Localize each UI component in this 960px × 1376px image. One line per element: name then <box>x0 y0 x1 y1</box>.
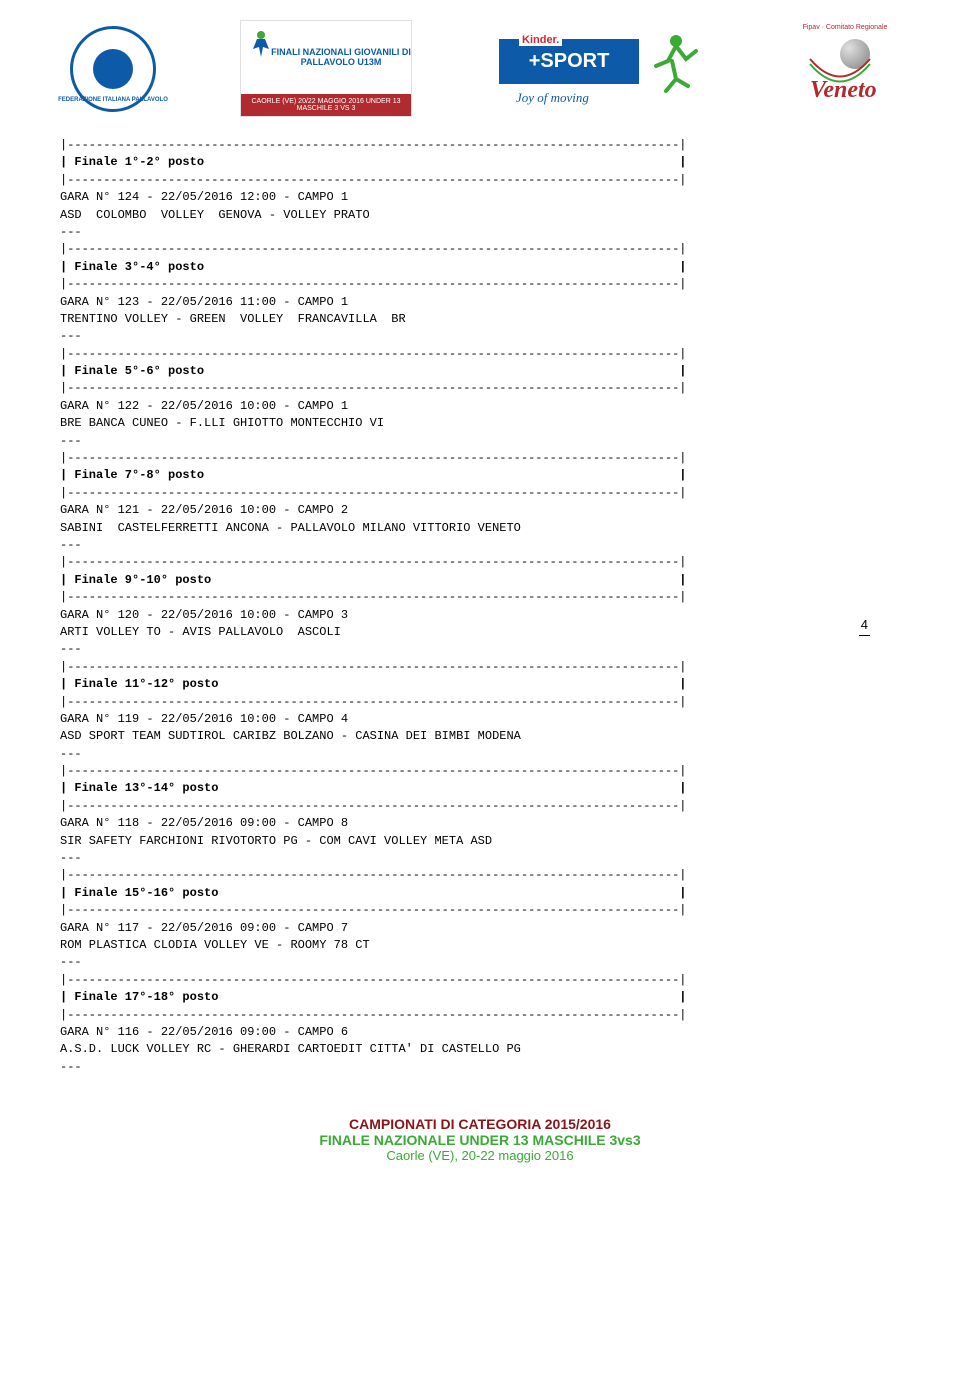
final-heading: | Finale 11°-12° posto | <box>60 676 900 693</box>
separator-line: |---------------------------------------… <box>60 172 900 189</box>
fipav-logo-text: FEDERAZIONE ITALIANA PALLAVOLO <box>58 97 168 103</box>
separator-line: |---------------------------------------… <box>60 867 900 884</box>
teams-line: TRENTINO VOLLEY - GREEN VOLLEY FRANCAVIL… <box>60 311 900 328</box>
veneto-logo-name: Veneto <box>810 77 877 104</box>
footer-location-date: Caorle (VE), 20-22 maggio 2016 <box>60 1148 900 1163</box>
final-heading: | Finale 17°-18° posto | <box>60 989 900 1006</box>
teams-line: ARTI VOLLEY TO - AVIS PALLAVOLO ASCOLI <box>60 624 900 641</box>
teams-line: A.S.D. LUCK VOLLEY RC - GHERARDI CARTOED… <box>60 1041 900 1058</box>
teams-line: ROM PLASTICA CLODIA VOLLEY VE - ROOMY 78… <box>60 937 900 954</box>
final-heading: | Finale 7°-8° posto | <box>60 467 900 484</box>
kinder-joy-text: Joy of moving <box>516 90 589 106</box>
final-heading: | Finale 5°-6° posto | <box>60 363 900 380</box>
separator-line: |---------------------------------------… <box>60 450 900 467</box>
fipav-logo-ball <box>93 49 133 89</box>
short-separator: --- <box>60 746 900 763</box>
footer-final-name: FINALE NAZIONALE UNDER 13 MASCHILE 3vs3 <box>60 1132 900 1148</box>
separator-line: |---------------------------------------… <box>60 902 900 919</box>
short-separator: --- <box>60 954 900 971</box>
separator-line: |---------------------------------------… <box>60 763 900 780</box>
veneto-logo-top-text: Fipav · Comitato Regionale <box>800 24 890 31</box>
separator-line: |---------------------------------------… <box>60 694 900 711</box>
short-separator: --- <box>60 850 900 867</box>
kinder-brand-text: Kinder. <box>519 34 562 46</box>
page-number: 4 <box>859 616 870 636</box>
teams-line: ASD SPORT TEAM SUDTIROL CARIBZ BOLZANO -… <box>60 728 900 745</box>
results-content: |---------------------------------------… <box>60 137 900 1076</box>
short-separator: --- <box>60 1059 900 1076</box>
match-info: GARA N° 117 - 22/05/2016 09:00 - CAMPO 7 <box>60 920 900 937</box>
match-info: GARA N° 122 - 22/05/2016 10:00 - CAMPO 1 <box>60 398 900 415</box>
match-info: GARA N° 121 - 22/05/2016 10:00 - CAMPO 2 <box>60 502 900 519</box>
final-heading: | Finale 9°-10° posto | <box>60 572 900 589</box>
separator-line: |---------------------------------------… <box>60 241 900 258</box>
teams-line: SABINI CASTELFERRETTI ANCONA - PALLAVOLO… <box>60 520 900 537</box>
final-heading: | Finale 13°-14° posto | <box>60 780 900 797</box>
separator-line: |---------------------------------------… <box>60 346 900 363</box>
player-icon <box>249 29 274 59</box>
separator-line: |---------------------------------------… <box>60 137 900 154</box>
match-info: GARA N° 120 - 22/05/2016 10:00 - CAMPO 3 <box>60 607 900 624</box>
teams-line: SIR SAFETY FARCHIONI RIVOTORTO PG - COM … <box>60 833 900 850</box>
match-info: GARA N° 119 - 22/05/2016 10:00 - CAMPO 4 <box>60 711 900 728</box>
match-info: GARA N° 123 - 22/05/2016 11:00 - CAMPO 1 <box>60 294 900 311</box>
separator-line: |---------------------------------------… <box>60 972 900 989</box>
separator-line: |---------------------------------------… <box>60 380 900 397</box>
short-separator: --- <box>60 537 900 554</box>
separator-line: |---------------------------------------… <box>60 659 900 676</box>
kinder-sport-logo: Kinder. +SPORT Joy of moving <box>496 26 716 111</box>
match-info: GARA N° 116 - 22/05/2016 09:00 - CAMPO 6 <box>60 1024 900 1041</box>
final-heading: | Finale 3°-4° posto | <box>60 259 900 276</box>
short-separator: --- <box>60 433 900 450</box>
page-footer: CAMPIONATI DI CATEGORIA 2015/2016 FINALE… <box>60 1116 900 1163</box>
teams-line: ASD COLOMBO VOLLEY GENOVA - VOLLEY PRATO <box>60 207 900 224</box>
separator-line: |---------------------------------------… <box>60 485 900 502</box>
short-separator: --- <box>60 328 900 345</box>
footer-championship: CAMPIONATI DI CATEGORIA 2015/2016 <box>60 1116 900 1132</box>
match-info: GARA N° 124 - 22/05/2016 12:00 - CAMPO 1 <box>60 189 900 206</box>
separator-line: |---------------------------------------… <box>60 589 900 606</box>
kinder-sport-text: +SPORT <box>529 50 610 73</box>
fipav-logo: FEDERAZIONE ITALIANA PALLAVOLO <box>70 26 156 112</box>
separator-line: |---------------------------------------… <box>60 1007 900 1024</box>
separator-line: |---------------------------------------… <box>60 276 900 293</box>
final-heading: | Finale 1°-2° posto | <box>60 154 900 171</box>
match-info: GARA N° 118 - 22/05/2016 09:00 - CAMPO 8 <box>60 815 900 832</box>
document-page: FEDERAZIONE ITALIANA PALLAVOLO FINALI NA… <box>0 0 960 1183</box>
separator-line: |---------------------------------------… <box>60 554 900 571</box>
veneto-logo: Fipav · Comitato Regionale Veneto <box>800 24 890 114</box>
giovanili-logo-sub: CAORLE (VE) 20/22 MAGGIO 2016 UNDER 13 M… <box>241 94 411 116</box>
separator-line: |---------------------------------------… <box>60 798 900 815</box>
short-separator: --- <box>60 641 900 658</box>
final-heading: | Finale 15°-16° posto | <box>60 885 900 902</box>
giovanili-logo: FINALI NAZIONALI GIOVANILI DI PALLAVOLO … <box>240 20 412 117</box>
jumping-figure-icon <box>646 31 701 96</box>
kinder-sport-box: Kinder. +SPORT <box>496 36 642 87</box>
header-logos-row: FEDERAZIONE ITALIANA PALLAVOLO FINALI NA… <box>60 20 900 137</box>
short-separator: --- <box>60 224 900 241</box>
teams-line: BRE BANCA CUNEO - F.LLI GHIOTTO MONTECCH… <box>60 415 900 432</box>
